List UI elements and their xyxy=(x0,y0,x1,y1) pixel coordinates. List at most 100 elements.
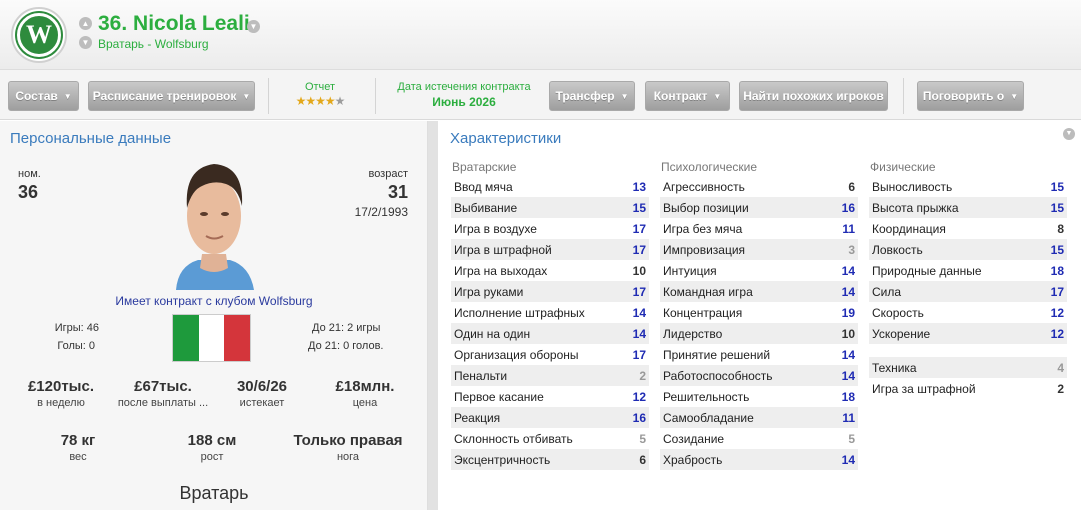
attribute-row[interactable]: Ловкость 15 xyxy=(869,239,1067,260)
attribute-row[interactable]: Один на один 14 xyxy=(451,323,649,344)
transfer-button[interactable]: Трансфер ▼ xyxy=(549,81,635,111)
squad-button[interactable]: Состав ▼ xyxy=(8,81,79,111)
attribute-row[interactable]: Выбор позиции 16 xyxy=(660,197,858,218)
caret-down-icon: ▼ xyxy=(63,91,72,101)
training-schedule-button[interactable]: Расписание тренировок ▼ xyxy=(88,81,255,111)
star-rating: ★★★★★ xyxy=(278,94,362,108)
attribute-row[interactable]: Работоспособность 14 xyxy=(660,365,858,386)
attribute-value: 15 xyxy=(1050,200,1064,215)
attribute-row[interactable]: Скорость 12 xyxy=(869,302,1067,323)
attribute-row[interactable]: Ввод мяча 13 xyxy=(451,176,649,197)
collapse-icon[interactable]: ▼ xyxy=(1063,128,1075,140)
attribute-row[interactable]: Лидерство 10 xyxy=(660,323,858,344)
chevron-up-icon[interactable]: ▲ xyxy=(79,17,92,30)
attribute-name: Решительность xyxy=(663,389,750,404)
attribute-value: 10 xyxy=(632,263,646,278)
attribute-value: 15 xyxy=(632,200,646,215)
attribute-row[interactable]: Игра руками 17 xyxy=(451,281,649,302)
attribute-value: 14 xyxy=(632,326,646,341)
u21-appearances: До 21: 2 игры xyxy=(312,322,381,334)
attribute-row[interactable]: Игра за штрафной 2 xyxy=(869,378,1067,399)
weight-value: 78 кг xyxy=(60,432,96,449)
physical-attributes: Физические Выносливость 15 Высота прыжка 15… xyxy=(869,158,1067,344)
club-badge[interactable]: W xyxy=(11,7,67,63)
player-portrait xyxy=(168,158,260,290)
attribute-value: 17 xyxy=(632,242,646,257)
player-position-club[interactable]: Вратарь - Wolfsburg xyxy=(98,37,209,51)
attribute-value: 17 xyxy=(632,347,646,362)
attribute-row[interactable]: Сила 17 xyxy=(869,281,1067,302)
attribute-value: 2 xyxy=(1057,381,1064,396)
mental-attributes: Психологические Агрессивность 6 Выбор пози… xyxy=(660,158,858,470)
attribute-row[interactable]: Агрессивность 6 xyxy=(660,176,858,197)
attribute-row[interactable]: Выбивание 15 xyxy=(451,197,649,218)
attribute-row[interactable]: Исполнение штрафных 14 xyxy=(451,302,649,323)
mental-header: Психологические xyxy=(661,160,758,174)
attribute-row[interactable]: Склонность отбивать 5 xyxy=(451,428,649,449)
attribute-row[interactable]: Созидание 5 xyxy=(660,428,858,449)
contract-club-link[interactable]: Имеет контракт с клубом Wolfsburg xyxy=(115,294,313,308)
attribute-name: Выносливость xyxy=(872,179,953,194)
attribute-value: 16 xyxy=(841,200,855,215)
attribute-row[interactable]: Пенальти 2 xyxy=(451,365,649,386)
attribute-row[interactable]: Организация обороны 17 xyxy=(451,344,649,365)
squad-number: 36 xyxy=(18,182,39,202)
attribute-row[interactable]: Принятие решений 14 xyxy=(660,344,858,365)
goalkeeping-header: Вратарские xyxy=(452,160,517,174)
attribute-row[interactable]: Первое касание 12 xyxy=(451,386,649,407)
contract-button[interactable]: Контракт ▼ xyxy=(645,81,730,111)
attribute-row[interactable]: Координация 8 xyxy=(869,218,1067,239)
star-icon: ★ xyxy=(324,94,336,108)
attribute-name: Координация xyxy=(872,221,946,236)
attribute-name: Эксцентричность xyxy=(454,452,551,467)
preferred-foot-stat: Только правая нога xyxy=(286,432,410,463)
attribute-row[interactable]: Храбрость 14 xyxy=(660,449,858,470)
attribute-row[interactable]: Игра без мяча 11 xyxy=(660,218,858,239)
goalkeeping-attributes: Вратарские Ввод мяча 13 Выбивание 15 Игра в … xyxy=(451,158,649,470)
flag-stripe-red xyxy=(224,315,251,361)
toolbar: Состав ▼ Расписание тренировок ▼ Отчет ★★★… xyxy=(0,70,1081,120)
attribute-value: 3 xyxy=(848,242,855,257)
find-similar-players-button[interactable]: Найти похожих игроков xyxy=(739,81,888,111)
star-icon: ★ xyxy=(305,94,316,108)
personal-details-title: Персональные данные xyxy=(10,130,172,147)
attribute-row[interactable]: Импровизация 3 xyxy=(660,239,858,260)
chevron-down-icon[interactable]: ▼ xyxy=(79,36,92,49)
attribute-row[interactable]: Решительность 18 xyxy=(660,386,858,407)
attribute-value: 6 xyxy=(848,179,855,194)
player-menu-icon[interactable]: ▼ xyxy=(247,20,260,33)
attribute-name: Храбрость xyxy=(663,452,723,467)
attribute-row[interactable]: Природные данные 18 xyxy=(869,260,1067,281)
attribute-name: Лидерство xyxy=(663,326,723,341)
attribute-row[interactable]: Командная игра 14 xyxy=(660,281,858,302)
talk-about-button[interactable]: Поговорить о ▼ xyxy=(917,81,1024,111)
attribute-name: Первое касание xyxy=(454,389,544,404)
attribute-row[interactable]: Техника 4 xyxy=(869,357,1067,378)
attribute-name: Игра за штрафной xyxy=(872,381,976,396)
attribute-row[interactable]: Реакция 16 xyxy=(451,407,649,428)
italy-flag-icon[interactable] xyxy=(172,314,251,362)
goals: Голы: 0 xyxy=(57,340,95,352)
preferred-foot-label: нога xyxy=(336,451,360,463)
attribute-name: Игра на выходах xyxy=(454,263,548,278)
attribute-row[interactable]: Интуиция 14 xyxy=(660,260,858,281)
attribute-row[interactable]: Эксцентричность 6 xyxy=(451,449,649,470)
attribute-name: Организация обороны xyxy=(454,347,579,362)
attribute-row[interactable]: Ускорение 12 xyxy=(869,323,1067,344)
attribute-row[interactable]: Игра на выходах 10 xyxy=(451,260,649,281)
attribute-row[interactable]: Концентрация 19 xyxy=(660,302,858,323)
wage-after-tax-stat: £67тыс. после выплаты ... xyxy=(108,378,218,409)
attribute-row[interactable]: Игра в штрафной 17 xyxy=(451,239,649,260)
caret-down-icon: ▼ xyxy=(620,91,629,101)
panel-divider[interactable] xyxy=(428,121,438,510)
attribute-row[interactable]: Игра в воздухе 17 xyxy=(451,218,649,239)
attribute-row[interactable]: Самообладание 11 xyxy=(660,407,858,428)
attribute-name: Игра в штрафной xyxy=(454,242,552,257)
attribute-value: 14 xyxy=(841,368,855,383)
attribute-row[interactable]: Высота прыжка 15 xyxy=(869,197,1067,218)
star-icon: ★ xyxy=(315,94,326,108)
report-widget[interactable]: Отчет ★★★★★ xyxy=(278,81,362,108)
half-star-icon: ★ xyxy=(334,94,346,108)
attribute-row[interactable]: Выносливость 15 xyxy=(869,176,1067,197)
training-button-label: Расписание тренировок xyxy=(92,89,237,103)
